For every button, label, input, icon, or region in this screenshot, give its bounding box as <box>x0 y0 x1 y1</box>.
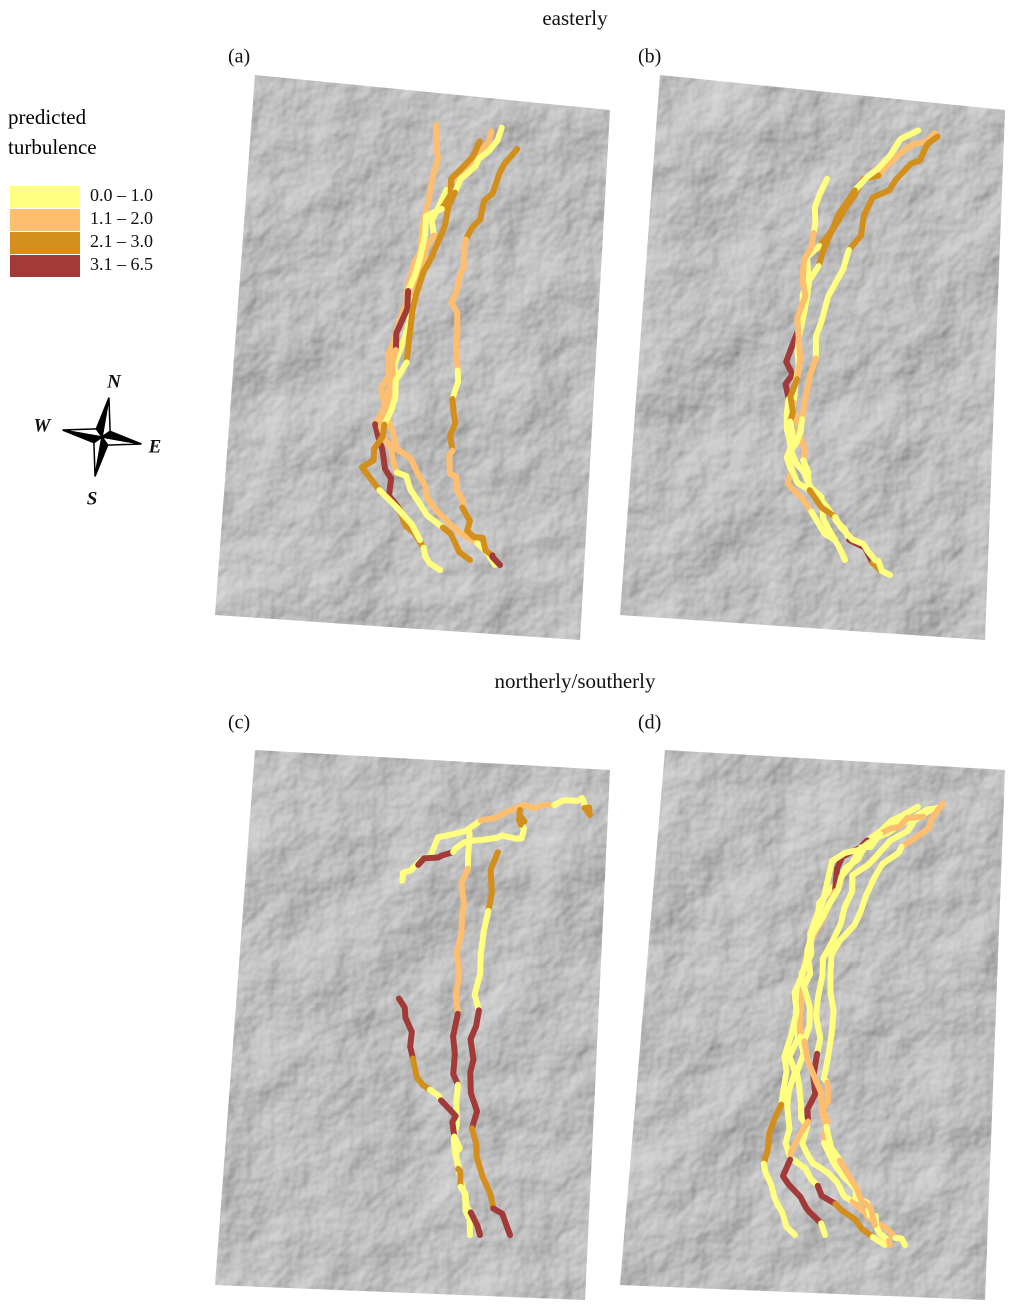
legend-title: predicted turbulence <box>8 102 128 162</box>
legend-swatch <box>10 232 80 254</box>
flight-track <box>787 1091 789 1129</box>
flight-track <box>456 313 458 371</box>
compass-north: N <box>106 371 122 392</box>
legend-swatch <box>10 255 80 277</box>
compass-east: E <box>148 436 162 457</box>
panel-label: (c) <box>228 712 250 734</box>
compass-west: W <box>34 415 52 436</box>
legend-label: 1.1 – 2.0 <box>90 208 153 228</box>
flight-track <box>882 571 890 575</box>
legend: 0.0 – 1.0 1.1 – 2.0 2.1 – 3.0 3.1 – 6.5 <box>10 185 153 277</box>
map-b <box>610 70 1009 650</box>
compass-south: S <box>87 488 98 509</box>
panel-label: (a) <box>228 46 250 68</box>
flight-track <box>587 810 590 815</box>
legend-label: 3.1 – 6.5 <box>90 254 153 274</box>
flight-track <box>889 1241 890 1245</box>
legend-label: 0.0 – 1.0 <box>90 185 153 205</box>
flight-track <box>454 1136 460 1168</box>
legend-swatch <box>10 209 80 231</box>
legend-label: 2.1 – 3.0 <box>90 231 153 251</box>
compass <box>56 391 149 484</box>
figure: easterly northerly/southerly (a) (b) (c)… <box>0 0 1009 1308</box>
heading: easterly <box>542 6 608 30</box>
legend-swatch <box>10 186 80 208</box>
heading: northerly/southerly <box>495 669 656 693</box>
panel-label: (b) <box>638 46 661 68</box>
panel-label: (d) <box>638 712 661 734</box>
flight-track <box>462 904 464 933</box>
flight-track <box>821 1223 825 1235</box>
legend-title-box: predicted turbulence <box>8 102 168 172</box>
